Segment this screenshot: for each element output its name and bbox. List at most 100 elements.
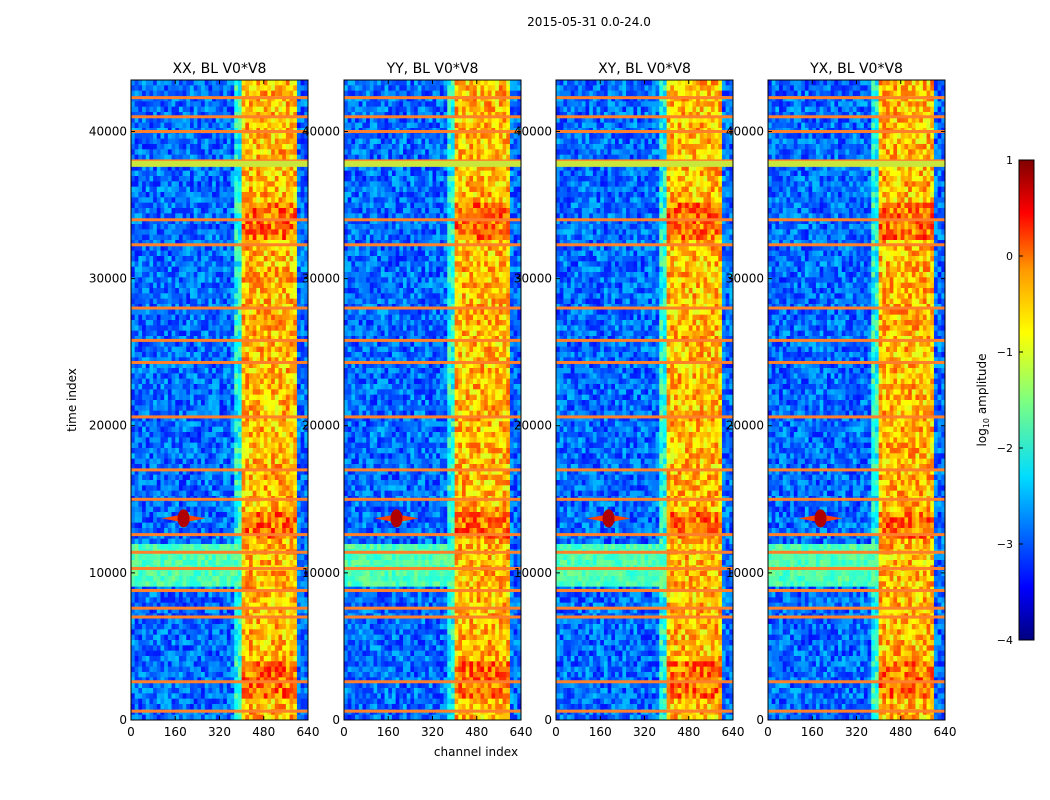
heatmap-cell (282, 122, 287, 129)
heatmap-cell (241, 101, 246, 108)
heatmap-cell (289, 330, 294, 337)
heatmap-cell (197, 389, 202, 396)
heatmap-cell (274, 186, 279, 193)
heatmap-cell (190, 272, 195, 278)
heatmap-cell (256, 538, 261, 545)
heatmap-cell (241, 298, 246, 305)
heatmap-cell (289, 373, 294, 380)
heatmap-cell (156, 341, 161, 348)
heatmap-cell (201, 576, 206, 582)
heatmap-cell (160, 528, 165, 534)
heatmap-cell (204, 133, 209, 140)
heatmap-cell (212, 272, 217, 278)
heatmap-cell (249, 560, 254, 566)
heatmap-cell (230, 512, 235, 518)
heatmap-cell (300, 197, 305, 204)
heatmap-cell (212, 373, 217, 380)
heatmap-cell (215, 389, 220, 396)
heatmap-cell (285, 480, 291, 486)
heatmap-cell (182, 144, 187, 150)
heatmap-cell (175, 405, 180, 412)
heatmap-cell (190, 448, 195, 454)
heatmap-cell (256, 400, 261, 406)
heatmap-cell (304, 293, 309, 300)
heatmap-cell (252, 213, 257, 220)
heatmap-cell (234, 400, 239, 406)
heatmap-cell (182, 261, 187, 268)
heatmap-cell (274, 421, 279, 428)
heatmap-cell (263, 410, 268, 417)
heatmap-cell (304, 234, 309, 241)
heatmap-cell (300, 234, 305, 241)
heatmap-cell (138, 101, 143, 108)
heatmap-cell (145, 501, 150, 508)
heatmap-cell (197, 490, 202, 497)
heatmap-cell (241, 432, 246, 438)
heatmap-cell (145, 138, 150, 145)
heatmap-cell (145, 298, 150, 305)
heatmap-cell (171, 234, 176, 241)
heatmap-cell (193, 320, 198, 326)
heatmap-cell (293, 506, 298, 513)
heatmap-cell (289, 170, 294, 177)
heatmap-cell (241, 490, 246, 497)
heatmap-cell (271, 432, 276, 438)
heatmap-cell (304, 288, 309, 294)
heatmap-cell (230, 437, 235, 444)
heatmap-cell (223, 512, 228, 518)
heatmap-cell (167, 144, 173, 150)
heatmap-cell (171, 138, 176, 145)
heatmap-cell (252, 394, 257, 401)
heatmap-cell (260, 293, 265, 300)
heatmap-cell (271, 378, 276, 385)
heatmap-cell (175, 325, 180, 332)
heatmap-cell (241, 512, 246, 518)
heatmap-cell (249, 357, 254, 364)
heatmap-cell (237, 544, 243, 550)
heatmap-cell (178, 432, 184, 438)
heatmap-cell (289, 485, 294, 492)
heatmap-cell (256, 309, 261, 316)
heatmap-cell (234, 314, 239, 321)
heatmap-cell (204, 101, 209, 108)
heatmap-cell (296, 389, 302, 396)
heatmap-cell (226, 117, 232, 124)
heatmap-cell (142, 416, 147, 422)
heatmap-cell (204, 528, 209, 534)
heatmap-cell (234, 464, 239, 470)
heatmap-cell (289, 309, 294, 316)
heatmap-cell (193, 368, 198, 374)
heatmap-cell (215, 368, 220, 374)
heatmap-cell (171, 416, 176, 422)
heatmap-cell (201, 101, 206, 108)
heatmap-cell (197, 501, 202, 508)
heatmap-cell (204, 485, 209, 492)
heatmap-cell (190, 560, 195, 566)
heatmap-cell (226, 240, 232, 246)
heatmap-cell (178, 293, 184, 300)
heatmap-cell (149, 618, 154, 625)
heatmap-cell (271, 282, 276, 289)
heatmap-cell (138, 506, 143, 513)
heatmap-cell (274, 416, 279, 422)
heatmap-cell (190, 464, 195, 470)
heatmap-cell (131, 266, 136, 273)
heatmap-cell (274, 325, 279, 332)
heatmap-cell (296, 197, 302, 204)
heatmap-cell (142, 560, 147, 566)
heatmap-cell (134, 309, 139, 316)
heatmap-cell (153, 133, 158, 140)
heatmap-cell (167, 293, 173, 300)
heatmap-cell (304, 122, 309, 129)
heatmap-cell (271, 112, 276, 118)
heatmap-cell (219, 442, 224, 449)
heatmap-cell (153, 624, 158, 630)
heatmap-cell (256, 469, 261, 476)
heatmap-cell (190, 442, 195, 449)
heatmap-cell (164, 629, 169, 636)
heatmap-cell (256, 394, 261, 401)
heatmap-cell (289, 261, 294, 268)
heatmap-cell (149, 165, 154, 172)
heatmap-cell (226, 432, 232, 438)
heatmap-cell (304, 85, 309, 92)
